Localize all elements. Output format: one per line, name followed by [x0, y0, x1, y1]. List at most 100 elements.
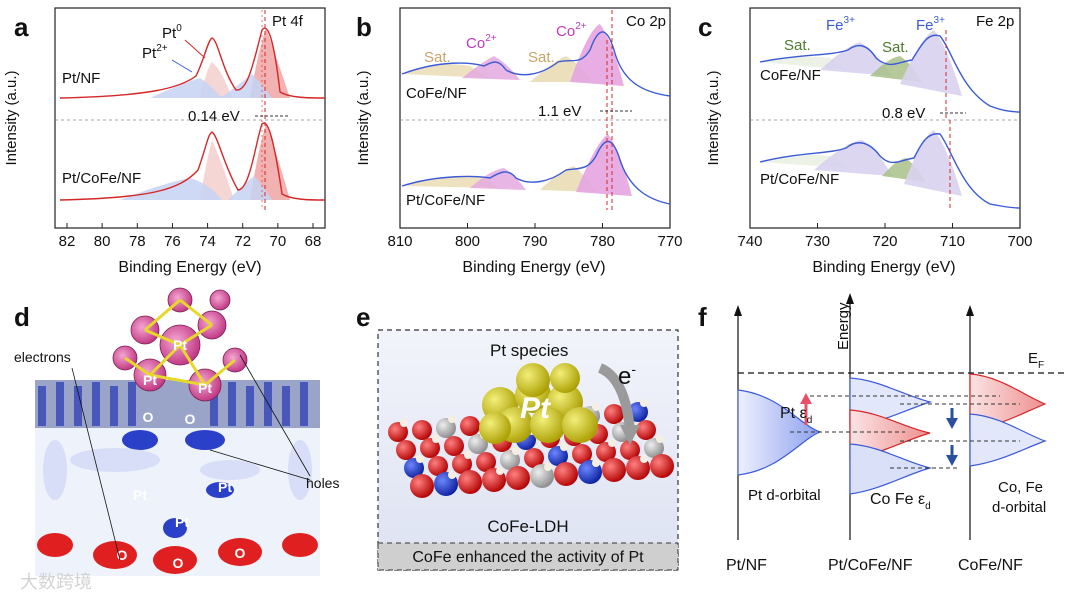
ldh-hydrogen: [496, 467, 504, 475]
ldh-hydrogen: [400, 419, 408, 427]
e-support-label: CoFe-LDH: [487, 517, 568, 536]
pt-label-d3: Pt: [198, 380, 212, 396]
e-pt-label: Pt: [520, 392, 552, 425]
tick-label: 810: [387, 233, 412, 250]
svg-text:Co2+: Co2+: [556, 21, 587, 40]
ldh-hydrogen: [448, 471, 456, 479]
ldh-atom: [506, 466, 530, 490]
o-label-d3: O: [117, 547, 128, 563]
shift-label-b: 1.1 eV: [538, 103, 581, 120]
pt-label-d2: Pt: [143, 372, 157, 388]
ldh-atom: [396, 440, 416, 460]
tick-label: 80: [94, 233, 111, 250]
pt-label-d4: Pt: [133, 487, 147, 503]
e-electron-sup: -: [631, 361, 636, 377]
co-sup-b1: 2+: [485, 33, 497, 44]
svg-text:Co Fe εd: Co Fe εd: [870, 491, 931, 512]
ldh-hydrogen: [448, 415, 456, 423]
tick-label: 700: [1007, 233, 1032, 250]
tick-label: 72: [234, 233, 251, 250]
ldh-atom: [596, 442, 616, 462]
e-caption: CoFe enhanced the activity of Pt: [412, 549, 644, 566]
ldh-atom: [500, 450, 520, 470]
ldh-atom: [620, 440, 640, 460]
tick-label: 720: [872, 233, 897, 250]
svg-text:Pt0: Pt0: [162, 23, 182, 42]
ldh-atom: [460, 416, 480, 436]
tick-label: 70: [270, 233, 287, 250]
f-cofe-orbital-1: Co, Fe: [998, 479, 1043, 496]
o-label-d5: O: [235, 545, 246, 561]
ldh-atom: [412, 420, 432, 440]
panel-label-c: c: [698, 12, 712, 42]
ldh-atom: [452, 454, 472, 474]
panel-label-b: b: [356, 12, 372, 42]
f-cofe-eps: Co Fe ε: [870, 491, 925, 508]
sat-label-c2: Sat.: [882, 39, 909, 56]
sample-top-b: CoFe/NF: [406, 85, 467, 102]
ldh-atom: [428, 456, 448, 476]
ldh-hydrogen: [640, 455, 648, 463]
charge-density-panel: Pt Pt Pt O O Pt Pt Pt O O O electrons ho…: [14, 287, 339, 592]
peak-pt2-sup: 2+: [156, 43, 168, 54]
tick-label: 740: [737, 233, 762, 250]
xlabel-c: Binding Energy (eV): [812, 259, 955, 276]
f-label-pt-nf: Pt/NF: [726, 557, 767, 574]
co-label-b2: Co: [556, 23, 575, 40]
tick-label: 730: [805, 233, 830, 250]
f-pt-eps-sub: d: [807, 415, 813, 426]
panel-label-e: e: [356, 302, 370, 332]
svg-text:Pt εd: Pt εd: [780, 405, 812, 426]
ldh-hydrogen: [512, 447, 520, 455]
peak-pt2: Pt: [142, 45, 157, 62]
ldh-hydrogen: [640, 399, 648, 407]
tick-label: 78: [129, 233, 146, 250]
ldh-atom: [644, 438, 664, 458]
region-label-a: Pt 4f: [272, 13, 304, 30]
f-cofe-eps-sub: d: [925, 501, 931, 512]
ldh-atom: [554, 462, 578, 486]
xps-panel-a: Pt 4f Pt/NF Pt/CoFe/NF 0.14 eV Pt0 Pt2+ …: [3, 7, 326, 276]
ldh-atom: [420, 438, 440, 458]
peak-pt0-sup: 0: [176, 23, 182, 34]
peak-pt0: Pt: [162, 25, 177, 42]
sat-label-b1: Sat.: [424, 49, 451, 66]
sample-top-a: Pt/NF: [62, 70, 100, 87]
sample-bottom-c: Pt/CoFe/NF: [760, 171, 839, 188]
ldh-atom: [476, 452, 496, 472]
tick-label: 76: [164, 233, 181, 250]
svg-text:e-: e-: [618, 361, 636, 390]
ldh-hydrogen: [592, 459, 600, 467]
f-label-cofe-nf: CoFe/NF: [958, 557, 1023, 574]
schematic-panel-e: CoFe enhanced the activity of Pt Pt Pt s…: [377, 329, 679, 571]
xlabel-a: Binding Energy (eV): [118, 259, 261, 276]
fe-sup-c1: 3+: [844, 15, 856, 26]
region-label-c: Fe 2p: [976, 13, 1014, 30]
panel-label-a: a: [14, 12, 29, 42]
tick-label: 68: [305, 233, 322, 250]
xps-panel-b: Co 2p CoFe/NF Pt/CoFe/NF 1.1 eV Sat. Sat…: [355, 7, 683, 276]
shift-label-c: 0.8 eV: [882, 105, 925, 122]
f-cofe-orbital-2: d-orbital: [992, 499, 1046, 516]
co-label-b1: Co: [466, 35, 485, 52]
ldh-hydrogen: [544, 463, 552, 471]
watermark: 大数跨境: [20, 572, 92, 592]
pt-label-d1: Pt: [173, 337, 187, 353]
ldh-atom: [636, 420, 656, 440]
svg-text:Pt2+: Pt2+: [142, 43, 168, 62]
tick-label: 710: [940, 233, 965, 250]
o-label-d4: O: [173, 555, 184, 571]
ldh-atom: [650, 454, 674, 478]
ldh-hydrogen: [656, 435, 664, 443]
xps-panel-c: Fe 2p CoFe/NF Pt/CoFe/NF 0.8 eV Sat. Sat…: [705, 7, 1033, 276]
o-label-d1: O: [143, 409, 154, 425]
f-pt-d-orbital: Pt d-orbital: [748, 487, 821, 504]
ldh-atom: [410, 474, 434, 498]
sample-top-c: CoFe/NF: [760, 67, 821, 84]
ldh-atom: [572, 444, 592, 464]
holes-label: holes: [306, 475, 339, 491]
pt-label-d5: Pt: [218, 479, 232, 495]
sat-label-b2: Sat.: [528, 49, 555, 66]
f-pt-eps: Pt ε: [780, 405, 807, 422]
svg-text:Co2+: Co2+: [466, 33, 497, 52]
